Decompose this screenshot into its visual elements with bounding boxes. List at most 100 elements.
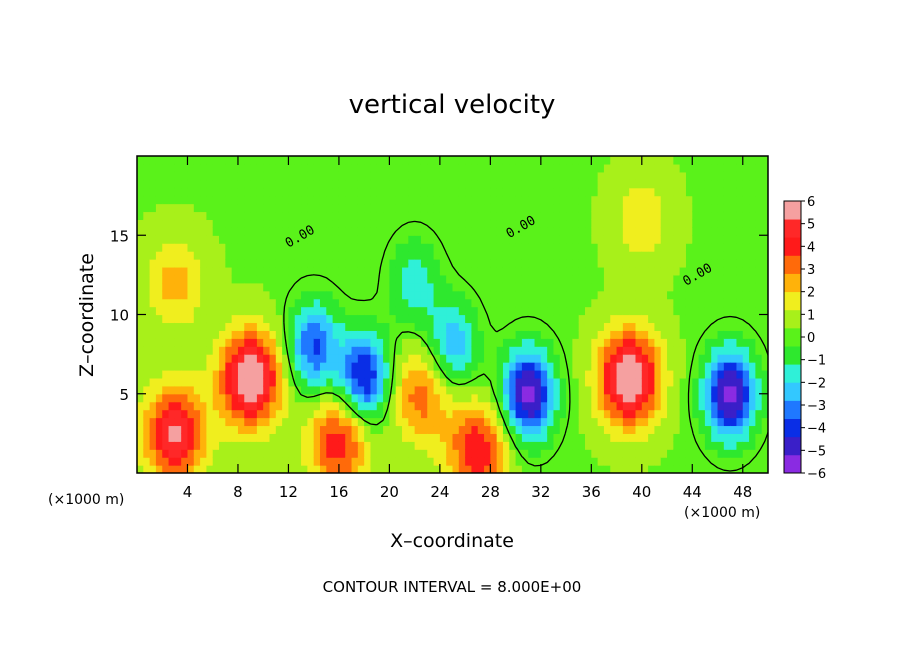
- field-cell: [200, 338, 208, 347]
- field-cell: [319, 227, 327, 236]
- field-cell: [540, 274, 548, 284]
- field-cell: [376, 243, 384, 252]
- field-cell: [200, 425, 208, 434]
- field-cell: [465, 171, 473, 181]
- field-cell: [490, 433, 498, 442]
- field-cell: [427, 433, 435, 442]
- field-cell: [414, 449, 422, 458]
- field-cell: [704, 401, 712, 411]
- field-cell: [427, 409, 435, 419]
- field-cell: [338, 195, 346, 205]
- field-cell: [622, 330, 630, 339]
- field-cell: [458, 362, 466, 371]
- field-cell: [313, 354, 321, 363]
- field-cell: [591, 171, 599, 181]
- field-cell: [149, 266, 157, 276]
- field-cell: [307, 385, 315, 395]
- field-cell: [345, 346, 353, 355]
- field-cell: [502, 274, 510, 284]
- colorbar-swatch: [784, 201, 801, 220]
- field-cell: [351, 385, 359, 395]
- field-cell: [723, 171, 731, 181]
- field-cell: [723, 282, 731, 292]
- field-cell: [143, 354, 151, 363]
- field-cell: [351, 259, 359, 268]
- field-cell: [572, 449, 580, 458]
- field-cell: [673, 266, 681, 276]
- field-cell: [566, 298, 573, 308]
- field-cell: [648, 266, 656, 276]
- field-cell: [673, 274, 681, 284]
- field-cell: [357, 219, 365, 228]
- field-cell: [137, 298, 144, 308]
- field-cell: [597, 393, 605, 403]
- field-cell: [402, 282, 409, 292]
- field-cell: [585, 401, 592, 411]
- field-cell: [338, 243, 346, 252]
- field-cell: [591, 306, 599, 316]
- field-cell: [231, 195, 239, 205]
- field-cell: [641, 330, 649, 339]
- field-cell: [149, 314, 157, 324]
- field-cell: [635, 219, 643, 228]
- field-cell: [635, 369, 643, 379]
- field-cell: [219, 393, 226, 403]
- field-cell: [521, 163, 529, 173]
- field-cell: [521, 346, 529, 355]
- field-cell: [553, 354, 561, 363]
- field-cell: [237, 441, 245, 450]
- field-cell: [452, 306, 460, 316]
- field-cell: [307, 314, 315, 324]
- field-cell: [212, 171, 220, 181]
- field-cell: [629, 354, 637, 363]
- field-cell: [351, 163, 359, 173]
- field-cell: [395, 417, 403, 427]
- field-cell: [471, 203, 479, 213]
- field-cell: [597, 243, 605, 252]
- field-cell: [692, 441, 700, 450]
- field-cell: [641, 433, 649, 442]
- field-cell: [502, 401, 510, 411]
- field-cell: [168, 346, 176, 355]
- field-cell: [540, 441, 548, 450]
- field-cell: [528, 441, 536, 450]
- field-cell: [610, 219, 618, 228]
- field-cell: [263, 425, 271, 434]
- field-cell: [269, 409, 277, 419]
- field-cell: [597, 306, 605, 316]
- field-cell: [616, 235, 624, 244]
- field-cell: [193, 362, 201, 371]
- field-cell: [193, 219, 201, 228]
- field-cell: [458, 227, 466, 236]
- field-cell: [313, 338, 321, 347]
- field-cell: [193, 290, 201, 300]
- field-cell: [477, 362, 485, 371]
- field-cell: [465, 338, 473, 347]
- field-cell: [490, 441, 498, 450]
- field-cell: [162, 251, 170, 260]
- field-cell: [749, 290, 756, 300]
- field-cell: [654, 259, 662, 268]
- field-cell: [736, 322, 744, 331]
- field-cell: [149, 401, 157, 411]
- field-cell: [540, 290, 548, 300]
- field-cell: [553, 282, 561, 292]
- field-cell: [452, 235, 460, 244]
- field-cell: [528, 306, 536, 316]
- field-cell: [395, 156, 403, 165]
- field-cell: [338, 266, 346, 276]
- field-cell: [755, 171, 763, 181]
- field-cell: [174, 298, 182, 308]
- field-cell: [585, 393, 592, 403]
- field-cell: [332, 306, 340, 316]
- field-cell: [711, 362, 719, 371]
- field-cell: [212, 298, 220, 308]
- field-cell: [427, 211, 435, 221]
- field-cell: [206, 211, 214, 221]
- field-cell: [761, 393, 768, 403]
- field-cell: [319, 282, 327, 292]
- field-cell: [755, 251, 763, 260]
- field-cell: [471, 227, 479, 236]
- field-cell: [212, 377, 220, 387]
- field-cell: [338, 441, 346, 450]
